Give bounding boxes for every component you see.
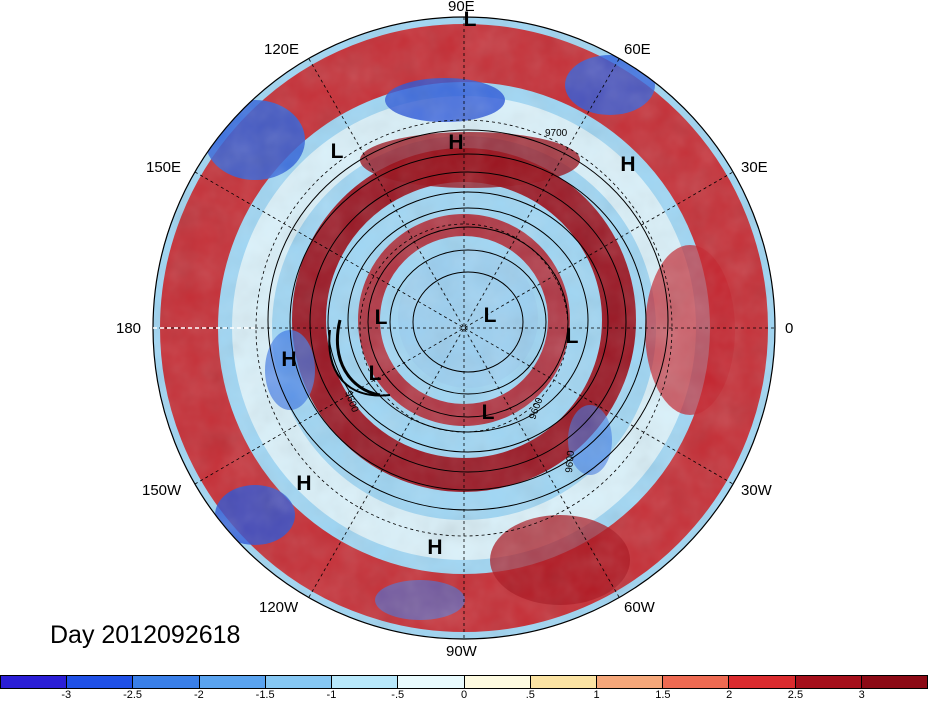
colorbar-tick-label: -3 xyxy=(61,689,72,701)
lon-label-30w: 30W xyxy=(741,482,772,499)
colorbar-swatch xyxy=(1,676,68,688)
pressure-marker-low: L xyxy=(481,401,495,424)
lon-label-30e: 30E xyxy=(741,159,768,176)
colorbar-swatch xyxy=(861,676,928,688)
colorbar-swatch xyxy=(332,676,399,688)
colorbar-swatch xyxy=(663,676,730,688)
colorbar-swatch xyxy=(795,676,862,688)
colorbar-tick-label: -2.5 xyxy=(123,689,143,701)
lon-label-90e: 90E xyxy=(448,0,475,15)
colorbar-swatch xyxy=(398,676,465,688)
graticule xyxy=(153,17,775,639)
colorbar-swatch xyxy=(464,676,531,688)
colorbar-swatch xyxy=(199,676,266,688)
pressure-marker-low: L xyxy=(368,362,382,385)
colorbar-swatch xyxy=(133,676,200,688)
colorbar-tick-label: -.5 xyxy=(391,689,405,701)
contour-label: 9600 xyxy=(564,450,577,474)
colorbar-swatch xyxy=(265,676,333,688)
pressure-marker-high: H xyxy=(281,348,297,371)
colorbar-tick-label: .5 xyxy=(525,689,535,701)
colorbar-tick-label: -1.5 xyxy=(255,689,275,701)
colorbar-tick-label: 3 xyxy=(858,689,865,701)
colorbar-tick-label: 1 xyxy=(593,689,600,701)
colorbar-tick-label: 2 xyxy=(726,689,733,701)
colorbar-tick-label: 0 xyxy=(460,689,468,701)
lon-label-60e: 60E xyxy=(624,41,651,58)
lon-label-150w: 150W xyxy=(142,482,182,499)
contour-label: 9700 xyxy=(545,128,568,139)
colorbar-swatch xyxy=(729,676,796,688)
lon-label-0: 0 xyxy=(785,320,794,337)
pressure-marker-low: L xyxy=(330,140,344,163)
colorbar-swatch xyxy=(596,676,664,688)
pressure-marker-low: L xyxy=(374,306,388,329)
colorbar-tick-label: -2 xyxy=(193,689,204,701)
day-label: Day 2012092618 xyxy=(50,621,241,649)
pressure-marker-high: H xyxy=(296,472,312,495)
colorbar-tick-label: 1.5 xyxy=(655,689,671,701)
lon-label-90w: 90W xyxy=(446,643,477,660)
lon-label-120e: 120E xyxy=(264,41,300,58)
pressure-marker-high: H xyxy=(427,536,443,559)
pressure-marker-low: L xyxy=(463,8,477,31)
lon-label-150e: 150E xyxy=(146,159,182,176)
pressure-marker-low: L xyxy=(483,304,497,327)
pressure-marker-high: H xyxy=(448,131,464,154)
colorbar-swatch xyxy=(67,676,134,688)
lon-label-180: 180 xyxy=(116,320,142,337)
colorbar xyxy=(0,675,928,689)
lon-label-120w: 120W xyxy=(259,599,299,616)
lon-label-60w: 60W xyxy=(624,599,655,616)
colorbar-swatch xyxy=(530,676,597,688)
pressure-marker-high: H xyxy=(620,153,636,176)
colorbar-tick-label: 2.5 xyxy=(787,689,804,701)
height-contours xyxy=(267,129,669,511)
colorbar-tick-label: -1 xyxy=(326,689,337,701)
pressure-marker-low: L xyxy=(565,325,579,348)
